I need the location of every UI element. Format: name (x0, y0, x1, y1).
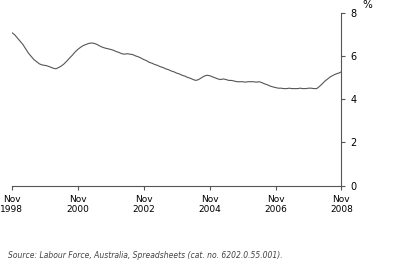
Text: Source: Labour Force, Australia, Spreadsheets (cat. no. 6202.0.55.001).: Source: Labour Force, Australia, Spreads… (8, 251, 283, 260)
Y-axis label: %: % (363, 0, 373, 10)
